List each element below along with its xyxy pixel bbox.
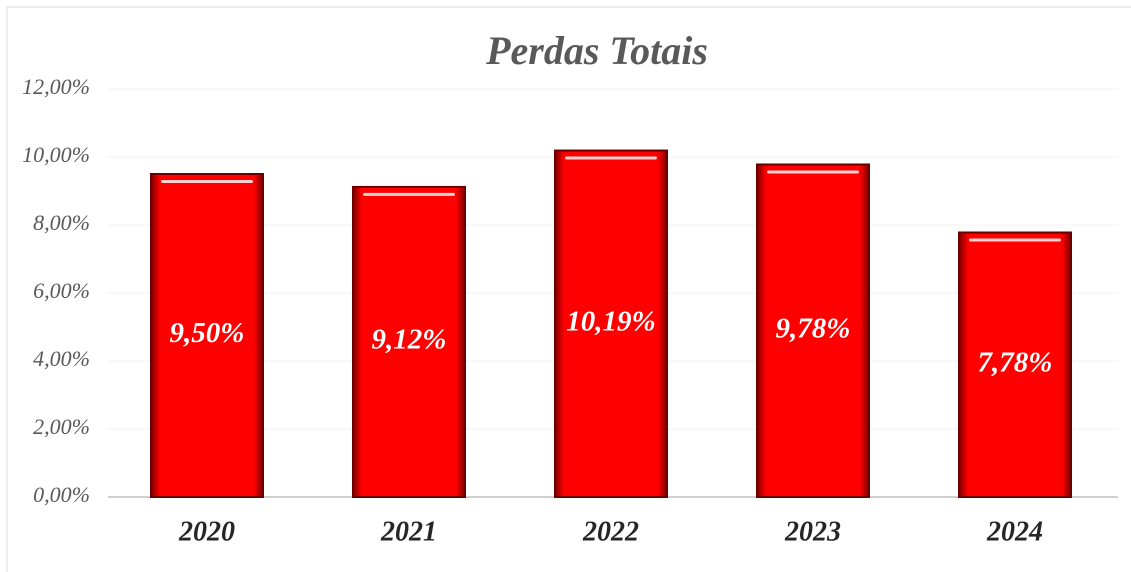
bar <box>554 149 668 498</box>
bar-highlight <box>969 238 1061 242</box>
value-label: 9,78% <box>776 312 851 344</box>
bar <box>756 163 870 498</box>
y-tick-label: 6,00% <box>33 278 90 303</box>
bar-highlight <box>767 170 859 174</box>
bar-highlight <box>161 180 253 183</box>
value-label: 7,78% <box>978 346 1053 378</box>
y-tick-label: 10,00% <box>22 142 90 167</box>
value-label: 10,19% <box>566 305 655 337</box>
bar-highlight <box>363 192 455 196</box>
chart-title: Perdas Totais <box>485 28 708 73</box>
bar <box>958 231 1072 498</box>
bar-highlight <box>565 156 657 160</box>
x-tick-label: 2021 <box>380 516 437 547</box>
y-tick-label: 12,00% <box>22 74 90 99</box>
value-label: 9,12% <box>372 324 447 356</box>
bar <box>352 185 466 498</box>
y-tick-label: 2,00% <box>33 414 90 439</box>
y-tick-label: 8,00% <box>33 210 90 235</box>
x-tick-label: 2020 <box>178 516 235 547</box>
x-tick-label: 2022 <box>582 516 639 547</box>
y-tick-label: 4,00% <box>33 346 90 371</box>
value-label: 9,50% <box>170 317 245 349</box>
y-tick-label: 0,00% <box>33 482 90 507</box>
x-tick-label: 2023 <box>784 516 841 547</box>
x-tick-label: 2024 <box>986 516 1043 547</box>
bar <box>150 173 264 498</box>
